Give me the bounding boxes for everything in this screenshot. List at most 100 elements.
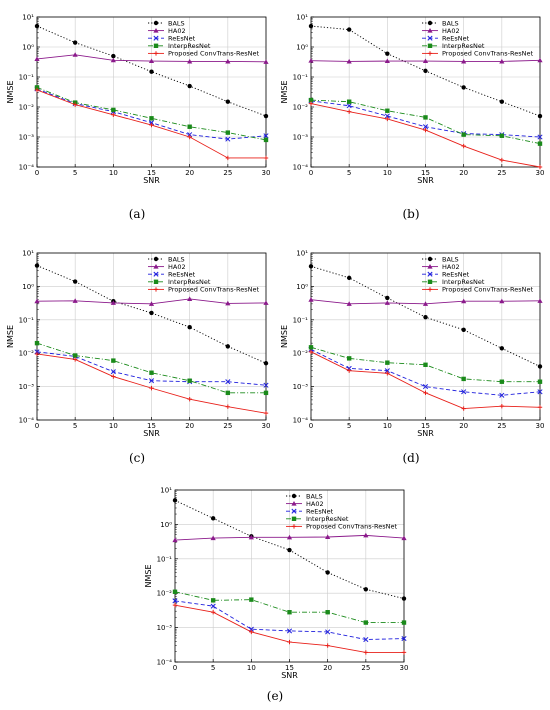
- legend-marker: [427, 28, 433, 33]
- y-tick-label: 10⁻⁴: [157, 659, 173, 667]
- x-tick-label: 25: [497, 169, 506, 177]
- legend-label: Proposed ConvTrans-ResNet: [306, 523, 397, 531]
- data-point-reesnet: [461, 389, 467, 395]
- chart-panel-e: 10⁻⁴ 10⁻³ 10⁻² 10⁻¹ 10⁰ 10¹ 0 5 10 15 20 25 30 SNR NMS…: [144, 487, 408, 704]
- data-point-bals: [346, 27, 352, 32]
- x-tick-label: 15: [285, 664, 294, 672]
- data-point-interpresnet: [423, 115, 428, 120]
- data-point-reesnet: [148, 120, 155, 126]
- series-proposed-convtrans-resnet: [308, 101, 543, 170]
- y-tick-label: 10⁻²: [293, 104, 309, 112]
- legend-label: HA02: [168, 263, 186, 271]
- data-point-bals: [461, 85, 466, 90]
- legend-marker: [291, 508, 297, 514]
- data-point-reesnet: [263, 382, 269, 388]
- panel-caption: (a): [129, 207, 146, 221]
- data-point-reesnet: [422, 384, 429, 390]
- legend-label: ReEsNet: [442, 35, 470, 43]
- legend-label: InterpResNet: [168, 42, 211, 50]
- data-point-bals: [499, 99, 505, 104]
- data-point-proposed-convtrans-resnet: [423, 390, 428, 396]
- data-point-ha02: [384, 300, 390, 305]
- data-point-interpresnet: [34, 340, 40, 346]
- data-point-interpresnet: [499, 133, 505, 138]
- chart-panel-c: 10⁻⁴ 10⁻³ 10⁻² 10⁻¹ 10⁰ 10¹ 0 5 10 15 20 25 30 SNR NMS…: [6, 250, 270, 466]
- data-point-proposed-convtrans-resnet: [385, 116, 390, 122]
- data-point-proposed-convtrans-resnet: [499, 403, 505, 409]
- data-point-reesnet: [172, 598, 178, 604]
- x-tick-label: 30: [536, 169, 545, 177]
- x-tick-label: 5: [347, 169, 351, 177]
- x-tick-label: 10: [247, 664, 256, 672]
- data-point-interpresnet: [385, 360, 390, 365]
- legend-marker: [153, 256, 159, 262]
- data-point-reesnet: [363, 636, 369, 643]
- legend-label: InterpResNet: [442, 42, 485, 50]
- data-point-reesnet: [401, 636, 407, 642]
- legend-marker: [427, 51, 433, 56]
- x-tick-label: 10: [109, 422, 118, 430]
- data-point-interpresnet: [172, 589, 178, 594]
- data-point-ha02: [346, 58, 352, 64]
- data-point-bals: [308, 264, 314, 269]
- data-point-interpresnet: [461, 376, 466, 382]
- data-point-ha02: [110, 57, 116, 63]
- legend-label: HA02: [442, 27, 460, 35]
- data-point-interpresnet: [461, 132, 466, 137]
- series-proposed-convtrans-resnet: [34, 87, 269, 161]
- data-point-proposed-convtrans-resnet: [111, 374, 116, 379]
- legend-marker: [153, 20, 159, 26]
- data-point-bals: [461, 327, 466, 333]
- y-tick-label: 10¹: [22, 14, 34, 22]
- data-point-ha02: [34, 56, 40, 61]
- legend-label: Proposed ConvTrans-ResNet: [168, 50, 259, 58]
- data-point-bals: [537, 113, 543, 119]
- data-point-bals: [187, 83, 192, 89]
- data-point-reesnet: [537, 389, 543, 395]
- y-tick-label: 10⁻⁴: [293, 164, 309, 172]
- data-point-proposed-convtrans-resnet: [385, 371, 390, 376]
- data-point-proposed-convtrans-resnet: [461, 143, 466, 149]
- data-point-bals: [225, 344, 231, 349]
- series-ha02: [308, 57, 543, 64]
- data-point-proposed-convtrans-resnet: [72, 102, 78, 107]
- data-point-bals: [149, 69, 154, 74]
- data-point-proposed-convtrans-resnet: [401, 650, 407, 655]
- legend-label: BALS: [168, 19, 185, 27]
- data-point-ha02: [210, 535, 216, 541]
- x-tick-label: 0: [35, 422, 39, 430]
- legend-marker: [427, 287, 433, 292]
- series-interpresnet: [308, 345, 543, 384]
- data-point-interpresnet: [308, 345, 314, 350]
- data-point-reesnet: [263, 133, 269, 139]
- data-point-proposed-convtrans-resnet: [308, 101, 314, 106]
- y-tick-label: 10⁻¹: [293, 74, 309, 82]
- y-tick-label: 10⁰: [296, 44, 308, 52]
- legend-marker: [153, 35, 159, 41]
- data-point-bals: [72, 40, 78, 45]
- y-tick-label: 10⁻¹: [19, 316, 35, 324]
- series-ha02: [172, 532, 407, 543]
- data-point-proposed-convtrans-resnet: [499, 157, 505, 163]
- data-point-proposed-convtrans-resnet: [249, 629, 254, 635]
- y-tick-label: 10⁻⁴: [293, 417, 309, 425]
- x-tick-label: 5: [347, 422, 351, 430]
- y-tick-label: 10⁻²: [157, 590, 173, 598]
- data-point-interpresnet: [149, 116, 154, 121]
- x-tick-label: 20: [185, 169, 194, 177]
- data-point-ha02: [110, 300, 116, 305]
- y-axis-label: NMSE: [6, 80, 15, 103]
- data-point-proposed-convtrans-resnet: [346, 368, 352, 373]
- data-point-interpresnet: [210, 598, 216, 603]
- data-point-reesnet: [110, 369, 116, 375]
- chart-panel-d: 10⁻⁴ 10⁻³ 10⁻² 10⁻¹ 10⁰ 10¹ 0 5 10 15 20 25 30 SNR NMS…: [280, 250, 544, 466]
- data-point-bals: [325, 570, 330, 575]
- data-point-reesnet: [346, 103, 352, 109]
- data-point-reesnet: [286, 628, 293, 634]
- y-axis-label: NMSE: [6, 325, 15, 348]
- panel-caption: (d): [402, 451, 419, 465]
- data-point-proposed-convtrans-resnet: [308, 349, 314, 355]
- data-point-bals: [34, 23, 40, 29]
- data-point-interpresnet: [187, 124, 192, 129]
